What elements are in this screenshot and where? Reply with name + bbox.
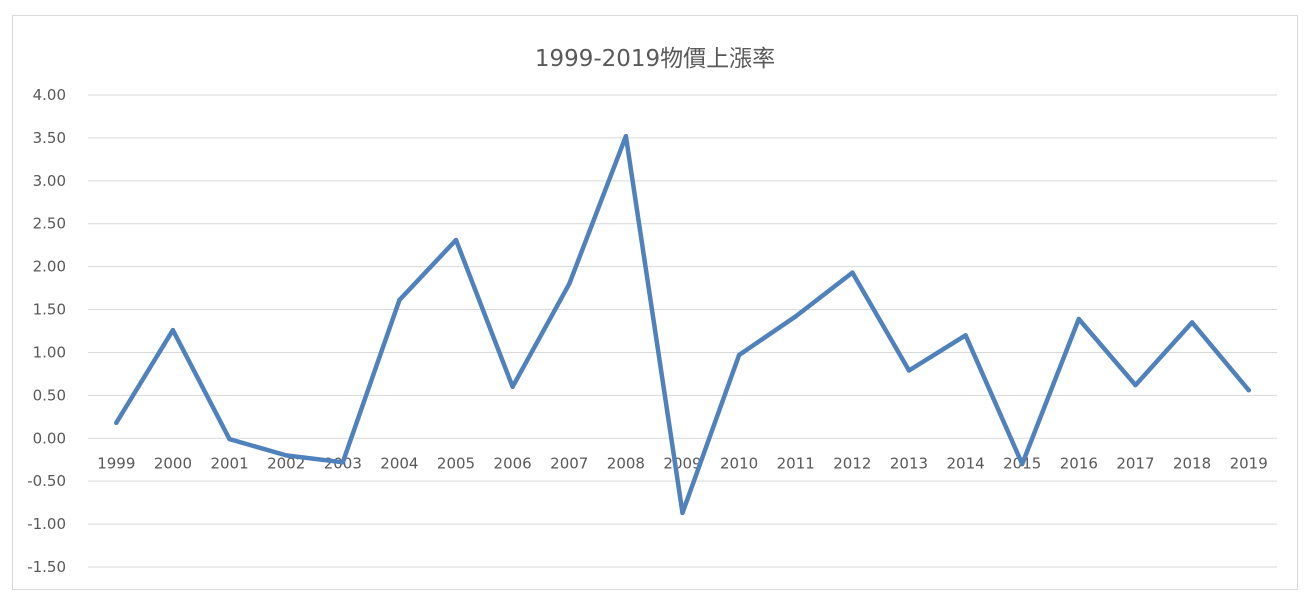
data-point [623,133,629,139]
data-point [963,333,968,338]
x-tick-label: 2006 [494,454,532,472]
data-point [1246,388,1251,393]
y-tick-label: 0.50 [33,386,66,404]
y-tick-label: -0.50 [27,472,66,490]
x-tick-label: 2019 [1230,454,1268,472]
data-point [680,510,685,516]
x-tick-label: 2018 [1173,454,1211,472]
y-tick-label: 4.00 [33,86,66,104]
x-tick-label: 2012 [833,454,871,472]
data-point [1189,320,1195,325]
x-tick-label: 2007 [550,454,588,472]
gridlines [88,94,1277,568]
y-tick-label: 1.50 [33,301,66,319]
y-tick-label: 2.00 [33,258,66,276]
x-tick-label: 2010 [720,454,758,472]
data-point [567,281,572,286]
x-tick-label: 2005 [437,454,475,472]
data-point [906,368,912,373]
x-tick-label: 2014 [947,454,985,472]
x-tick-label: 2017 [1116,454,1154,472]
y-axis-tick-labels: 4.00 3.50 3.00 2.50 2.00 1.50 1.00 0.50 0.00 -0.5… [27,86,66,576]
data-point [340,460,345,465]
x-tick-label: 2016 [1060,454,1098,472]
data-point [850,270,855,275]
x-tick-label: 2011 [777,454,815,472]
y-tick-label: 3.00 [33,172,66,190]
y-tick-label: -1.00 [27,515,66,533]
data-point [114,420,119,426]
series-layer [114,133,1251,516]
y-tick-label: 1.00 [33,343,66,361]
x-tick-label: 2000 [154,454,192,472]
x-axis-tick-labels: 1999200020012002200320042005200620072008… [97,454,1268,472]
chart-frame [12,15,1298,590]
y-tick-label: -1.50 [27,558,66,576]
y-tick-label: 0.00 [33,429,66,447]
data-point [736,352,742,358]
data-point [397,297,402,303]
x-tick-label: 2013 [890,454,928,472]
x-tick-label: 2001 [210,454,248,472]
data-point [283,453,289,458]
data-point [1133,382,1138,388]
x-tick-label: 2008 [607,454,645,472]
y-tick-label: 3.50 [33,129,66,147]
data-point [170,327,176,333]
y-tick-label: 2.50 [33,215,66,233]
x-tick-label: 1999 [97,454,135,472]
data-point [1020,461,1025,467]
data-point [453,237,459,243]
data-point [227,436,232,442]
chart-title: 1999-2019物價上漲率 [535,46,775,72]
data-point [1076,316,1082,322]
data-point [510,384,515,389]
x-tick-label: 2004 [380,454,418,472]
data-point [793,314,798,319]
